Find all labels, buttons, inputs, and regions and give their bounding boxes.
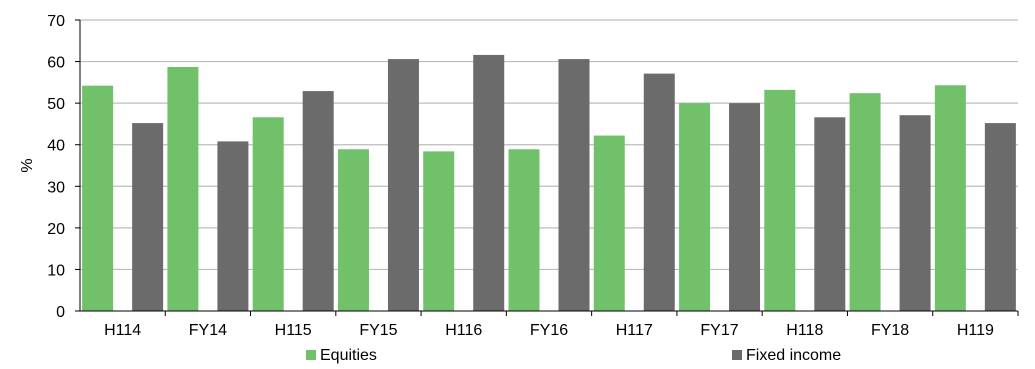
x-tick-label: FY16 bbox=[530, 322, 568, 339]
x-tick-label: FY14 bbox=[189, 322, 227, 339]
bar-fixed-income bbox=[132, 123, 164, 312]
x-tick-label: H119 bbox=[957, 322, 994, 339]
legend-item-fixed-income: Fixed income bbox=[732, 347, 841, 364]
y-tick-label: 0 bbox=[56, 304, 65, 321]
legend-label: Equities bbox=[320, 347, 377, 364]
bar-equities bbox=[679, 103, 711, 312]
bar-equities bbox=[252, 117, 284, 311]
y-tick-label: 60 bbox=[47, 55, 65, 72]
bar-fixed-income bbox=[899, 115, 931, 311]
bar-equities bbox=[508, 149, 540, 311]
x-tick-label: FY15 bbox=[359, 322, 397, 339]
bar-fixed-income bbox=[643, 73, 675, 312]
bar-equities bbox=[849, 93, 881, 311]
x-tick-label: H116 bbox=[445, 322, 482, 339]
y-tick-label: 50 bbox=[47, 96, 65, 113]
legend-swatch bbox=[306, 350, 316, 360]
bar-equities bbox=[167, 66, 199, 312]
legend-item-equities: Equities bbox=[306, 347, 377, 364]
legend-label: Fixed income bbox=[746, 347, 841, 364]
y-axis-label: % bbox=[19, 158, 36, 172]
x-tick-labels: H114 FY14 H115 FY15 H116 FY16 H117 FY17 H118 FY18… bbox=[104, 322, 994, 339]
bar-fixed-income bbox=[473, 54, 505, 312]
x-tick-label: H117 bbox=[616, 322, 653, 339]
axes bbox=[75, 19, 1019, 316]
y-tick-label: 30 bbox=[47, 179, 65, 196]
bar-equities bbox=[934, 85, 966, 311]
legend: Equities Fixed income bbox=[306, 347, 841, 364]
bars bbox=[82, 54, 1016, 312]
bar-fixed-income bbox=[814, 117, 846, 311]
x-tick-label: H115 bbox=[275, 322, 312, 339]
y-tick-labels: 0 10 20 30 40 50 60 70 bbox=[47, 13, 65, 321]
bar-fixed-income bbox=[729, 103, 761, 312]
x-tick-label: H118 bbox=[786, 322, 823, 339]
x-tick-label: FY17 bbox=[700, 322, 738, 339]
bar-fixed-income bbox=[302, 91, 334, 311]
x-tick-label: FY18 bbox=[871, 322, 909, 339]
y-tick-label: 70 bbox=[47, 13, 65, 30]
bar-equities bbox=[423, 151, 455, 311]
bar-fixed-income bbox=[558, 59, 590, 311]
legend-swatch bbox=[732, 350, 742, 360]
bar-equities bbox=[764, 89, 796, 311]
y-tick-label: 10 bbox=[47, 262, 65, 279]
bar-equities bbox=[337, 149, 369, 311]
y-tick-label: 20 bbox=[47, 221, 65, 238]
bar-fixed-income bbox=[217, 141, 249, 311]
bar-equities bbox=[82, 85, 114, 311]
bar-equities bbox=[593, 135, 625, 311]
bar-fixed-income bbox=[387, 59, 419, 311]
x-tick-label: H114 bbox=[104, 322, 141, 339]
y-tick-label: 40 bbox=[47, 138, 65, 155]
bar-fixed-income bbox=[984, 123, 1016, 312]
